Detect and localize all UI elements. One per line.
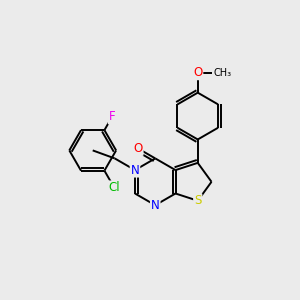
Text: Cl: Cl [109,182,120,194]
Text: F: F [109,110,115,124]
Text: N: N [130,164,139,177]
Text: CH₃: CH₃ [213,68,231,78]
Text: N: N [151,199,160,212]
Text: O: O [193,66,203,79]
Text: O: O [134,142,142,155]
Text: S: S [194,194,201,207]
